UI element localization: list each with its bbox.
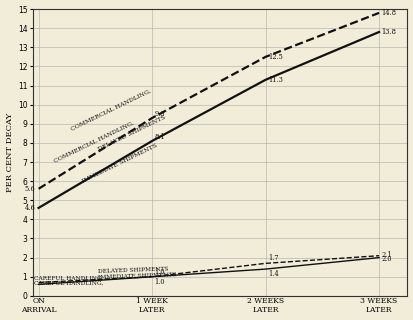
Text: 4.6: 4.6 — [24, 204, 35, 212]
Text: COMMERCIAL HANDLING,: COMMERCIAL HANDLING, — [53, 121, 135, 164]
Text: DELAYED SHIPMENTS: DELAYED SHIPMENTS — [97, 267, 168, 274]
Text: 11.3: 11.3 — [268, 76, 283, 84]
Text: 1.7: 1.7 — [268, 254, 278, 262]
Text: 1.0: 1.0 — [154, 268, 165, 276]
Text: 1.4: 1.4 — [268, 270, 279, 278]
Text: COMMERCIAL HANDLING,: COMMERCIAL HANDLING, — [70, 88, 152, 132]
Text: 2.0: 2.0 — [381, 255, 392, 263]
Text: 12.5: 12.5 — [268, 53, 283, 61]
Text: IMMEDIATE SHIPMENTS: IMMEDIATE SHIPMENTS — [82, 143, 159, 184]
Text: 5.6: 5.6 — [24, 185, 35, 193]
Text: 8.1: 8.1 — [154, 133, 165, 141]
Text: IMMEDIATE SHIPMENTS: IMMEDIATE SHIPMENTS — [97, 272, 176, 280]
Text: 13.8: 13.8 — [381, 28, 396, 36]
Text: 9.3: 9.3 — [154, 110, 165, 118]
Text: DELAYED SHIPMENTS: DELAYED SHIPMENTS — [97, 114, 167, 151]
Y-axis label: PER CENT DECAY: PER CENT DECAY — [5, 113, 14, 192]
Text: CAREFUL HANDLING,: CAREFUL HANDLING, — [34, 281, 103, 286]
Text: 2.1: 2.1 — [381, 251, 392, 259]
Text: 1.0: 1.0 — [154, 278, 165, 286]
Text: 14.8: 14.8 — [381, 9, 396, 17]
Text: CAREFUL HANDLING,: CAREFUL HANDLING, — [34, 275, 103, 280]
